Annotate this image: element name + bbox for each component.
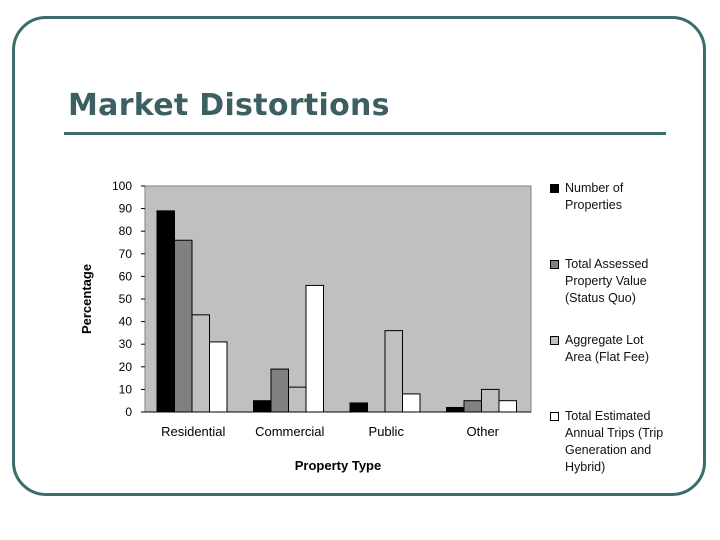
legend-swatch bbox=[550, 412, 559, 421]
y-tick-label: 20 bbox=[119, 360, 133, 374]
y-tick-label: 70 bbox=[119, 247, 133, 261]
bar-commercial-series-2 bbox=[270, 368, 289, 413]
y-tick-label: 40 bbox=[119, 315, 133, 329]
x-tick-label: Other bbox=[466, 424, 499, 439]
legend-item: Number of Properties bbox=[550, 180, 670, 214]
bar-residential-series-1 bbox=[156, 210, 175, 413]
bar-residential-series-2 bbox=[174, 239, 193, 413]
bar-commercial-series-4 bbox=[305, 284, 324, 413]
legend-label: Total Assessed Property Value (Status Qu… bbox=[565, 257, 649, 305]
legend-label: Number of Properties bbox=[565, 181, 624, 212]
y-tick-label: 10 bbox=[119, 382, 133, 396]
bar-public-series-1 bbox=[349, 402, 368, 413]
bar-commercial-series-1 bbox=[253, 400, 272, 413]
y-tick-label: 30 bbox=[119, 337, 133, 351]
x-labels-group: Residential Commercial Public Other bbox=[161, 424, 500, 439]
legend-swatch bbox=[550, 336, 559, 345]
y-tick-label: 90 bbox=[119, 202, 133, 216]
y-tick-label: 50 bbox=[119, 292, 133, 306]
legend-item: Total Estimated Annual Trips (Trip Gener… bbox=[550, 408, 670, 476]
x-tick-label: Residential bbox=[161, 424, 225, 439]
bar-other-series-2 bbox=[463, 400, 482, 413]
slide-title: Market Distortions bbox=[68, 88, 390, 123]
bars-group bbox=[156, 210, 517, 413]
legend-item: Total Assessed Property Value (Status Qu… bbox=[550, 256, 670, 307]
y-tick-label: 60 bbox=[119, 269, 133, 283]
legend-label: Total Estimated Annual Trips (Trip Gener… bbox=[565, 409, 664, 474]
y-tick-label: 100 bbox=[112, 179, 132, 193]
bar-other-series-4 bbox=[498, 400, 517, 413]
legend-swatch bbox=[550, 184, 559, 193]
bar-residential-series-3 bbox=[191, 314, 210, 413]
x-axis-label: Property Type bbox=[295, 458, 381, 473]
y-axis-label: Percentage bbox=[79, 264, 94, 334]
title-rule bbox=[64, 132, 666, 135]
x-tick-label: Commercial bbox=[255, 424, 324, 439]
x-tick-label: Public bbox=[369, 424, 405, 439]
legend-item: Aggregate Lot Area (Flat Fee) bbox=[550, 332, 670, 366]
legend-swatch bbox=[550, 260, 559, 269]
legend-label: Aggregate Lot Area (Flat Fee) bbox=[565, 333, 650, 364]
bar-commercial-series-3 bbox=[288, 386, 307, 413]
y-tick-label: 80 bbox=[119, 224, 133, 238]
bar-other-series-3 bbox=[481, 388, 500, 413]
bar-public-series-4 bbox=[402, 393, 421, 413]
bar-other-series-1 bbox=[446, 406, 465, 413]
bar-residential-series-4 bbox=[209, 341, 228, 413]
bar-public-series-3 bbox=[384, 330, 403, 413]
y-tick-label: 0 bbox=[125, 405, 132, 419]
